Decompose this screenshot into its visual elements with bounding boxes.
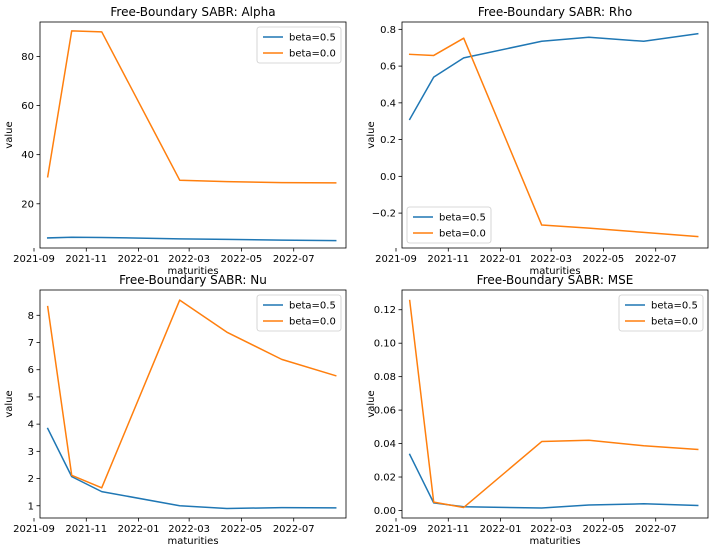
x-axis-label: maturities — [167, 266, 218, 277]
series-line-beta-0-5 — [408, 32, 699, 121]
plot-area-frame — [39, 21, 347, 249]
series-line-beta-0-5 — [408, 453, 699, 509]
y-tick-label: 20 — [21, 199, 34, 210]
y-tick-label: 0.6 — [380, 62, 396, 73]
y-tick-label: 0.2 — [380, 135, 396, 146]
series-line-beta-0-0 — [408, 299, 699, 509]
y-tick-label: 0.10 — [374, 339, 396, 350]
y-tick-label: 0.02 — [374, 473, 396, 484]
legend-box — [256, 294, 342, 332]
y-tick-label: 1 — [28, 501, 34, 512]
chart-panel-nu: Free-Boundary SABR: Nu 2021-09 2021-11 2022… — [4, 273, 347, 547]
y-tick-label: 0.04 — [374, 439, 396, 450]
y-tick-label: 4 — [28, 420, 34, 431]
x-tick-label: 2022-05 — [583, 254, 625, 265]
y-axis-label: value — [366, 121, 377, 148]
chart-title-nu: Free-Boundary SABR: Nu — [119, 273, 267, 287]
plot-area-frame — [401, 289, 709, 519]
legend-label: beta=0.5 — [439, 213, 486, 224]
y-tick-label: 0.8 — [380, 25, 396, 36]
y-axis-label: value — [4, 390, 15, 417]
y-tick-label: 0.12 — [374, 305, 396, 316]
x-tick-label: 2022-01 — [480, 254, 522, 265]
y-tick-label: 60 — [21, 101, 34, 112]
chart-title-alpha: Free-Boundary SABR: Alpha — [110, 5, 275, 19]
y-tick-label: 0.06 — [374, 406, 396, 417]
legend-box — [618, 294, 704, 332]
legend-label: beta=0.0 — [439, 229, 486, 240]
y-tick-label: 6 — [28, 365, 34, 376]
legend-label: beta=0.5 — [289, 33, 336, 44]
y-tick-label: 2 — [28, 474, 34, 485]
x-tick-label: 2022-07 — [273, 524, 315, 535]
legend-label: beta=0.0 — [289, 49, 336, 60]
x-tick-label: 2021-09 — [375, 254, 417, 265]
y-axis-label: value — [4, 121, 15, 148]
legend-box — [406, 206, 492, 244]
legend: beta=0.5 beta=0.0 — [256, 294, 342, 332]
chart-panel-rho: Free-Boundary SABR: Rho 2021-09 2021-11 202… — [366, 5, 709, 277]
legend: beta=0.5 beta=0.0 — [618, 294, 704, 332]
legend: beta=0.5 beta=0.0 — [406, 206, 492, 244]
series-line-beta-0-5 — [46, 236, 337, 242]
x-axis-label: maturities — [529, 536, 580, 547]
plot-area-frame — [39, 289, 347, 519]
legend-label: beta=0.0 — [651, 317, 698, 328]
x-tick-label: 2022-05 — [221, 524, 263, 535]
legend-label: beta=0.0 — [289, 317, 336, 328]
x-tick-label: 2021-09 — [13, 524, 55, 535]
series-line-beta-0-0 — [46, 30, 337, 184]
x-tick-label: 2021-11 — [65, 254, 107, 265]
y-tick-label: 7 — [28, 338, 34, 349]
legend-label: beta=0.5 — [289, 301, 336, 312]
legend: beta=0.5 beta=0.0 — [256, 26, 342, 64]
x-tick-label: 2022-03 — [168, 524, 210, 535]
y-tick-label: 80 — [21, 52, 34, 63]
x-tick-label: 2022-03 — [168, 254, 210, 265]
x-tick-label: 2021-11 — [65, 524, 107, 535]
x-tick-label: 2022-01 — [118, 524, 160, 535]
x-tick-label: 2022-03 — [530, 524, 572, 535]
x-axis-label: maturities — [529, 266, 580, 277]
legend-box — [256, 26, 342, 64]
chart-panel-mse: Free-Boundary SABR: MSE 2021-09 2021-11 202… — [366, 273, 709, 547]
plot-area-frame — [401, 21, 709, 249]
series-line-beta-0-0 — [408, 37, 699, 238]
x-tick-label: 2022-07 — [635, 524, 677, 535]
chart-title-mse: Free-Boundary SABR: MSE — [477, 273, 634, 287]
series-line-beta-0-0 — [46, 299, 337, 489]
x-tick-label: 2022-07 — [635, 254, 677, 265]
chart-title-rho: Free-Boundary SABR: Rho — [478, 5, 632, 19]
y-tick-label: 0.4 — [380, 98, 396, 109]
series-line-beta-0-5 — [46, 427, 337, 510]
y-tick-label: 0.00 — [374, 506, 396, 517]
legend-label: beta=0.5 — [651, 301, 698, 312]
x-tick-label: 2022-05 — [583, 524, 625, 535]
y-tick-label: 0.08 — [374, 372, 396, 383]
y-tick-label: 3 — [28, 447, 34, 458]
x-tick-label: 2021-11 — [427, 254, 469, 265]
x-tick-label: 2022-03 — [530, 254, 572, 265]
x-tick-label: 2022-05 — [221, 254, 263, 265]
x-tick-label: 2021-09 — [13, 254, 55, 265]
chart-panel-alpha: Free-Boundary SABR: Alpha 2021-09 2021-11 2… — [4, 5, 347, 277]
y-tick-label: 5 — [28, 392, 34, 403]
y-tick-label: −0.2 — [372, 209, 396, 220]
x-tick-label: 2021-11 — [427, 524, 469, 535]
x-tick-label: 2021-09 — [375, 524, 417, 535]
x-axis-label: maturities — [167, 536, 218, 547]
y-axis-label: value — [366, 390, 377, 417]
y-tick-label: 40 — [21, 150, 34, 161]
y-tick-label: 8 — [28, 311, 34, 322]
y-tick-label: 0.0 — [380, 172, 396, 183]
x-tick-label: 2022-01 — [480, 524, 522, 535]
x-tick-label: 2022-07 — [273, 254, 315, 265]
x-tick-label: 2022-01 — [118, 254, 160, 265]
